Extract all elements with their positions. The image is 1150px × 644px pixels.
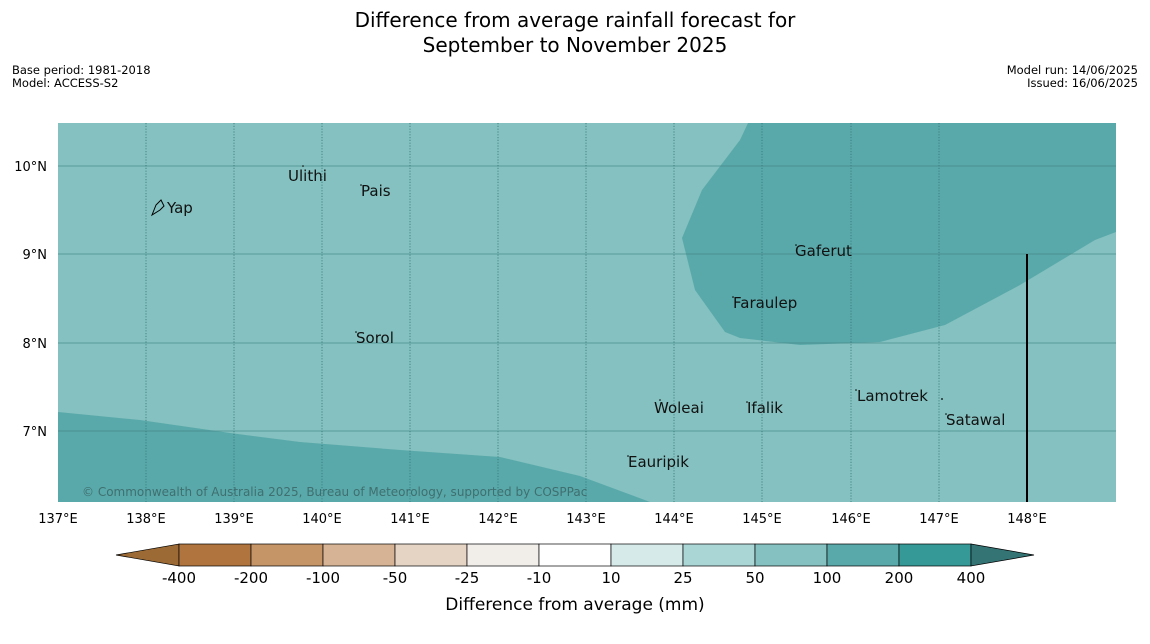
colorbar-label: 400 bbox=[957, 569, 986, 587]
colorbar-label: -10 bbox=[527, 569, 552, 587]
colorbar-label: 50 bbox=[745, 569, 764, 587]
place-label-yap: Yap bbox=[166, 199, 193, 217]
colorbar-label: 10 bbox=[601, 569, 620, 587]
x-tick-label: 138°E bbox=[126, 512, 166, 527]
x-tick-label: 146°E bbox=[831, 512, 871, 527]
model-run: Model run: 14/06/2025 bbox=[1006, 63, 1138, 77]
chart-title: Difference from average rainfall forecas… bbox=[0, 8, 1150, 58]
colorbar-title: Difference from average (mm) bbox=[445, 595, 704, 615]
colorbar-swatch bbox=[826, 543, 900, 567]
y-tick-label: 9°N bbox=[23, 248, 48, 263]
place-label-pais: Pais bbox=[361, 182, 391, 200]
place-label-woleai: Woleai bbox=[654, 399, 704, 417]
x-tick-label: 148°E bbox=[1007, 512, 1047, 527]
issued-date: Issued: 16/06/2025 bbox=[1027, 76, 1138, 90]
island-dots bbox=[302, 165, 947, 457]
place-label-lamotrek: Lamotrek bbox=[857, 387, 928, 405]
colorbar-labels: -400 -200 -100 -50 -25 -10 10 25 50 100 … bbox=[162, 569, 985, 587]
wetter-region-southwest bbox=[58, 412, 650, 502]
title-line-2: September to November 2025 bbox=[422, 33, 728, 57]
colorbar-label: -25 bbox=[455, 569, 480, 587]
colorbar-label: 200 bbox=[885, 569, 914, 587]
x-tick-label: 140°E bbox=[302, 512, 342, 527]
colorbar-swatch bbox=[178, 543, 252, 567]
x-tick-label: 144°E bbox=[654, 512, 694, 527]
colorbar-swatch bbox=[250, 543, 324, 567]
y-axis-labels: 10°N 9°N 8°N 7°N bbox=[14, 160, 47, 440]
colorbar-swatch bbox=[466, 543, 540, 567]
x-tick-label: 139°E bbox=[214, 512, 254, 527]
base-period: Base period: 1981-2018 bbox=[12, 63, 151, 77]
y-tick-label: 7°N bbox=[23, 425, 48, 440]
x-tick-label: 137°E bbox=[38, 512, 78, 527]
yap-island-outline bbox=[150, 199, 165, 217]
x-tick-label: 145°E bbox=[742, 512, 782, 527]
wetter-region-east bbox=[682, 123, 1116, 345]
place-label-sorol: Sorol bbox=[356, 329, 394, 347]
colorbar-swatch bbox=[394, 543, 468, 567]
colorbar-swatch bbox=[610, 543, 684, 567]
model-name: Model: ACCESS-S2 bbox=[12, 76, 119, 90]
place-label-ifalik: Ifalik bbox=[747, 399, 783, 417]
colorbar bbox=[115, 543, 1035, 567]
colorbar-label: 100 bbox=[813, 569, 842, 587]
x-axis-labels: 137°E 138°E 139°E 140°E 141°E 142°E 143°… bbox=[38, 512, 1047, 527]
x-tick-label: 141°E bbox=[390, 512, 430, 527]
x-tick-label: 147°E bbox=[919, 512, 959, 527]
place-label-satawal: Satawal bbox=[946, 411, 1005, 429]
y-tick-label: 8°N bbox=[23, 337, 48, 352]
title-line-1: Difference from average rainfall forecas… bbox=[354, 8, 796, 32]
colorbar-label: -100 bbox=[306, 569, 340, 587]
colorbar-label: -200 bbox=[234, 569, 268, 587]
colorbar-extend-high bbox=[970, 543, 1035, 567]
x-tick-label: 143°E bbox=[566, 512, 606, 527]
colorbar-label: 25 bbox=[673, 569, 692, 587]
place-label-ulithi: Ulithi bbox=[288, 167, 327, 185]
x-tick-label: 142°E bbox=[478, 512, 518, 527]
colorbar-swatch bbox=[898, 543, 972, 567]
copyright-text: © Commonwealth of Australia 2025, Bureau… bbox=[82, 485, 587, 499]
colorbar-swatch bbox=[538, 543, 612, 567]
y-tick-label: 10°N bbox=[14, 160, 47, 175]
place-label-eauripik: Eauripik bbox=[628, 453, 689, 471]
colorbar-swatch bbox=[682, 543, 756, 567]
parallel-gridlines bbox=[58, 165, 1116, 432]
colorbar-label: -400 bbox=[162, 569, 196, 587]
colorbar-swatch bbox=[754, 543, 828, 567]
colorbar-label: -50 bbox=[383, 569, 408, 587]
meta-right: Model run: 14/06/2025 Issued: 16/06/2025 bbox=[1007, 64, 1138, 90]
colorbar-swatch bbox=[322, 543, 396, 567]
meta-left: Base period: 1981-2018 Model: ACCESS-S2 bbox=[12, 64, 151, 90]
colorbar-extend-low bbox=[115, 543, 180, 567]
place-label-faraulep: Faraulep bbox=[733, 294, 797, 312]
map-panel: Ulithi Pais Yap Gaferut Faraulep Sorol L… bbox=[58, 123, 1116, 502]
place-label-gaferut: Gaferut bbox=[795, 242, 852, 260]
